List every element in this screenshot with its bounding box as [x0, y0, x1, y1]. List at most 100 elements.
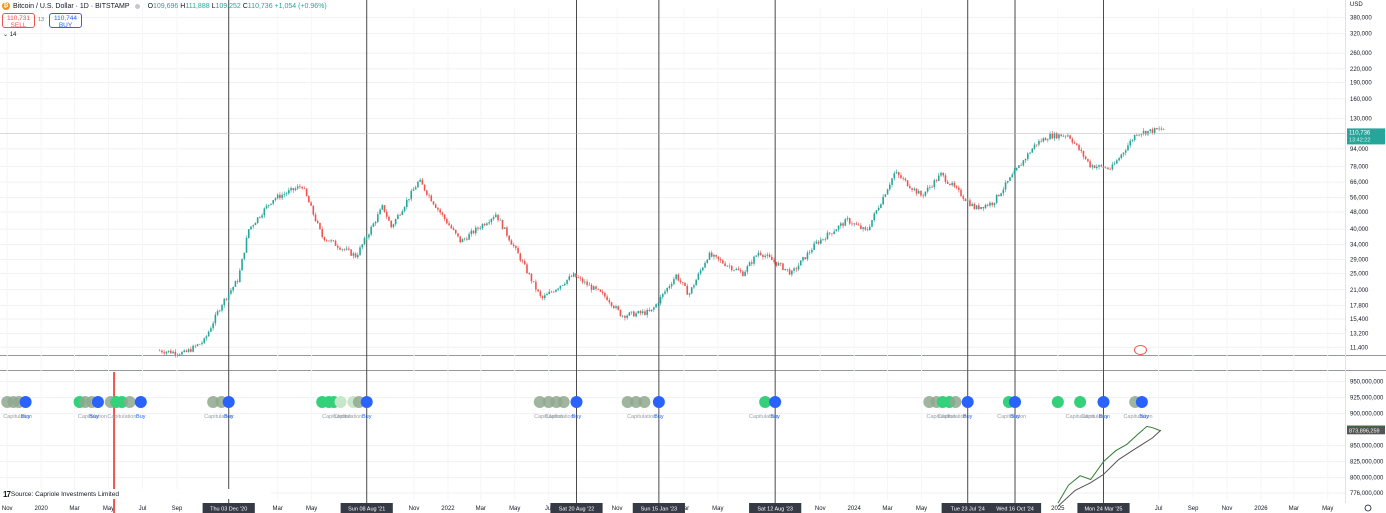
candle — [187, 349, 190, 352]
candle — [964, 198, 967, 202]
candle — [223, 298, 226, 306]
candle — [397, 214, 399, 220]
candle — [428, 194, 430, 196]
candle — [579, 277, 582, 279]
candle — [363, 238, 366, 245]
candle — [372, 223, 375, 227]
candle — [993, 202, 996, 206]
event-date-tag — [340, 503, 393, 513]
candle — [1055, 133, 1058, 139]
currency-label[interactable]: USD — [1350, 2, 1363, 8]
candle — [679, 280, 682, 283]
candle — [486, 223, 488, 226]
price-tick-label: 29,000 — [1350, 257, 1369, 263]
candle — [454, 229, 457, 234]
candle — [926, 187, 929, 192]
candle — [216, 311, 219, 315]
candle — [733, 269, 735, 271]
candle — [828, 232, 831, 234]
candle — [786, 268, 789, 270]
event-date-label: Sun 15 Jan '23 — [641, 507, 678, 513]
hash-tick-label: 850,000,000 — [1350, 444, 1384, 450]
us-flag-icon[interactable] — [1134, 345, 1147, 355]
candle — [334, 240, 337, 246]
candle — [1058, 134, 1060, 139]
candle — [1000, 193, 1002, 197]
candle — [557, 288, 559, 290]
candle — [1082, 150, 1085, 157]
candle — [766, 254, 769, 256]
candle — [715, 254, 717, 257]
symbol-title[interactable]: Bitcoin / U.S. Dollar · 1D · BITSTAMP — [13, 2, 130, 10]
buy-button[interactable]: 110,744 BUY — [49, 13, 82, 29]
capitulation-signal-dot — [949, 396, 962, 408]
event-date-label: Thu 03 Dec '20 — [210, 507, 247, 513]
candle — [174, 351, 177, 355]
candle — [296, 186, 299, 189]
candle — [323, 236, 326, 241]
candle — [646, 309, 648, 315]
candle — [158, 350, 161, 352]
candle — [666, 287, 669, 292]
candle — [408, 199, 410, 201]
candle — [873, 213, 876, 221]
candle — [893, 173, 896, 179]
buy-signal-dot — [222, 396, 235, 408]
candle — [1031, 148, 1034, 153]
candle — [626, 315, 628, 318]
candle — [1044, 138, 1047, 141]
candle — [390, 220, 393, 228]
candle — [960, 189, 962, 197]
candle — [601, 291, 604, 293]
hash-tick-label: 800,000,000 — [1350, 476, 1384, 482]
candle — [239, 270, 241, 283]
candle — [450, 225, 453, 229]
candle — [541, 295, 544, 299]
candle — [650, 309, 653, 312]
candle — [1118, 158, 1120, 161]
capitulation-signal-label: Capitulation — [627, 414, 656, 420]
event-date-tag — [749, 503, 802, 513]
candle — [848, 218, 851, 224]
candle — [880, 204, 882, 208]
capitulation-signal-label: Capitulation — [107, 414, 136, 420]
candle — [212, 323, 214, 329]
candle — [176, 354, 179, 356]
candle — [423, 184, 426, 191]
candle — [628, 312, 631, 316]
candle — [1073, 142, 1076, 144]
candle — [566, 279, 568, 284]
candle — [806, 252, 809, 260]
candle — [793, 268, 795, 271]
candle — [835, 229, 838, 232]
candle — [1078, 144, 1080, 150]
candle — [417, 181, 419, 188]
candle — [161, 350, 163, 353]
candle — [980, 206, 982, 209]
spread-value: 13 — [38, 17, 45, 23]
candle — [762, 254, 764, 257]
time-tick-label: Nov — [409, 506, 420, 512]
candle — [374, 221, 377, 224]
candle — [844, 219, 847, 226]
indicator-toggle[interactable]: ⌄ 14 — [3, 32, 17, 38]
hash-rate-fast-line — [1057, 425, 1161, 504]
hash-tick-label: 950,000,000 — [1350, 380, 1384, 386]
candle — [933, 180, 936, 188]
candle — [299, 186, 301, 188]
time-tick-label: May — [103, 506, 114, 512]
sell-button[interactable]: 110,731 SELL — [2, 13, 35, 29]
candle — [1158, 128, 1160, 130]
candle — [811, 249, 813, 253]
price-tick-label: 56,000 — [1350, 196, 1369, 202]
candle — [412, 189, 415, 191]
candle — [675, 274, 677, 280]
candle — [699, 270, 702, 274]
buy-signal-dot — [91, 396, 104, 408]
candle — [962, 196, 965, 199]
capitulation-signal-dot — [334, 396, 347, 408]
capitulation-signal-label: Capitulation — [997, 414, 1026, 420]
candle — [227, 293, 230, 300]
candle — [508, 235, 510, 241]
